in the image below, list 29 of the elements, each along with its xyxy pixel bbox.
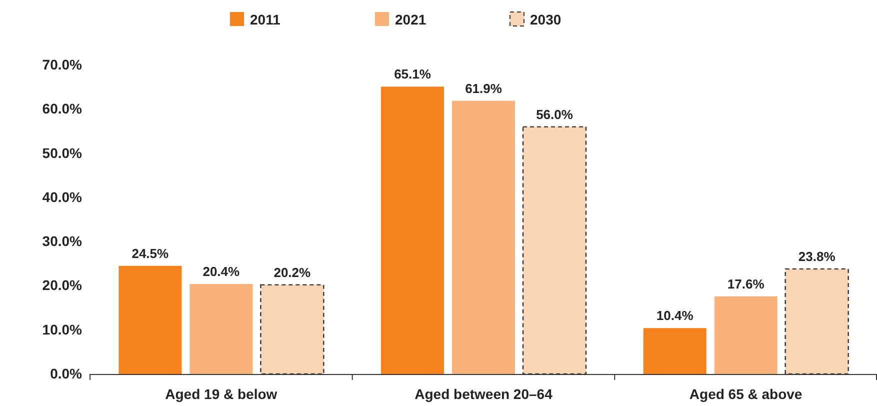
data-label: 17.6% [727,276,765,292]
x-tick-label: Aged 65 & above [689,386,802,402]
data-label: 24.5% [132,246,170,261]
y-tick-label: 60.0% [42,100,83,117]
bar [643,328,706,374]
data-label: 20.4% [202,264,240,279]
data-label: 23.8% [798,248,836,264]
bar [118,266,182,374]
legend-label: 2021 [395,12,426,28]
x-tick-label: Aged 19 & below [165,386,278,402]
y-tick-label: 10.0% [42,321,83,338]
bar [381,86,444,374]
y-tick-label: 70.0% [42,56,83,72]
data-label: 10.4% [656,308,694,324]
y-tick-label: 40.0% [42,188,83,205]
data-label: 56.0% [536,106,574,122]
bar [714,296,778,374]
y-tick-label: 50.0% [42,144,83,161]
y-tick-label: 30.0% [42,233,83,250]
x-tick-label: Aged between 20–64 [414,386,553,402]
y-tick-label: 0.0% [50,365,83,382]
legend-label: 2011 [250,12,281,28]
bar [190,284,253,374]
bar [452,100,515,374]
data-label: 65.1% [394,66,432,82]
legend-label: 2030 [530,12,562,28]
y-tick-label: 20.0% [42,277,83,294]
data-label: 61.9% [465,80,502,96]
data-label: 20.2% [274,264,312,280]
